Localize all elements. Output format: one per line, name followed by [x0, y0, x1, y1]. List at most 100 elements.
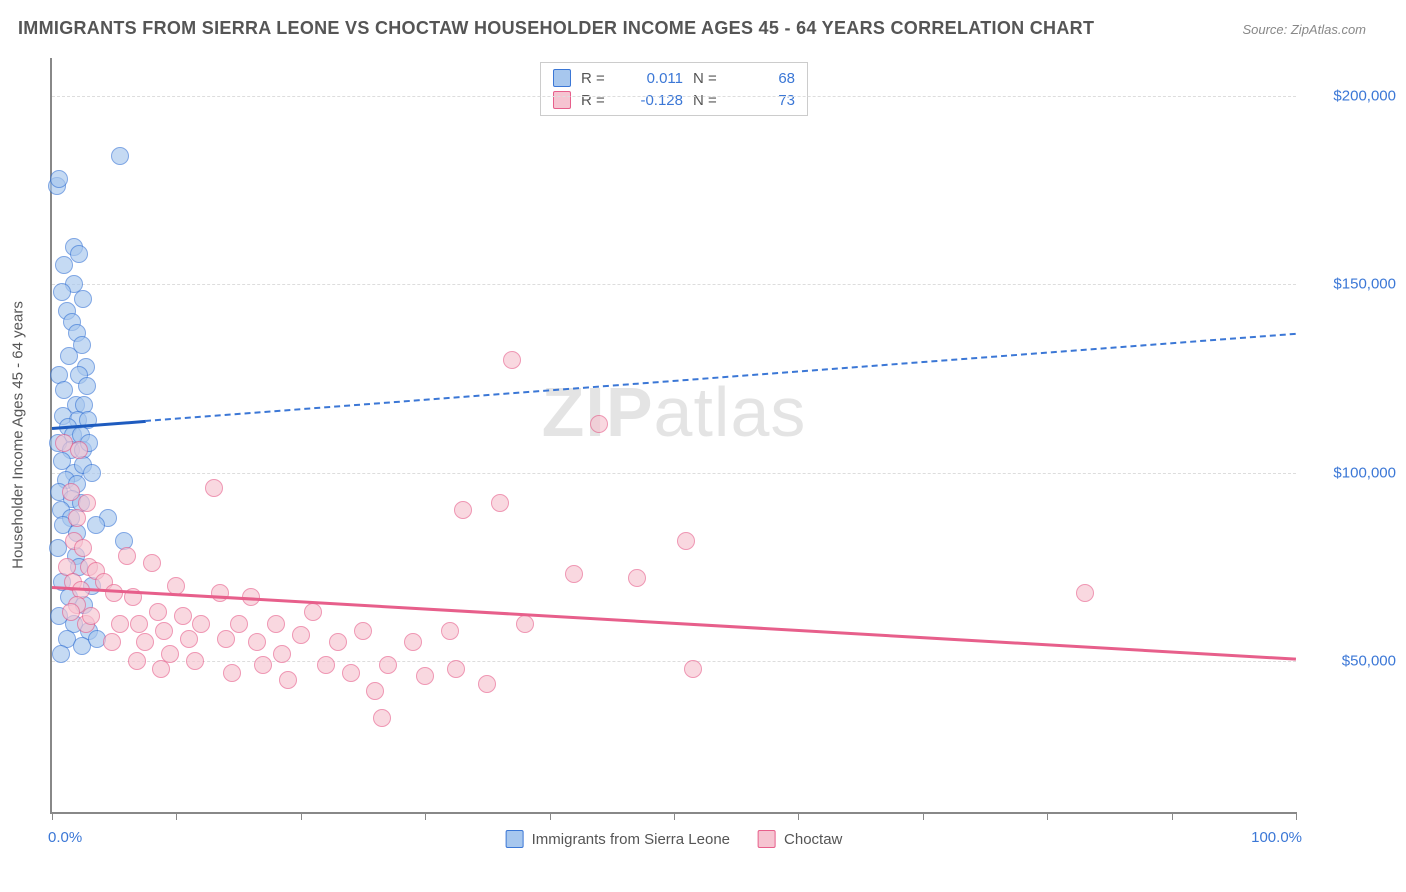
data-point: [478, 675, 496, 693]
data-point: [155, 622, 173, 640]
data-point: [180, 630, 198, 648]
data-point: [111, 615, 129, 633]
x-tick: [425, 812, 426, 820]
data-point: [677, 532, 695, 550]
data-point: [491, 494, 509, 512]
legend-item-s2: Choctaw: [758, 830, 842, 848]
data-point: [404, 633, 422, 651]
trend-line: [145, 333, 1296, 422]
data-point: [128, 652, 146, 670]
x-tick: [1296, 812, 1297, 820]
n-value-s1: 68: [735, 70, 795, 87]
gridline: [52, 661, 1296, 662]
y-tick-label: $200,000: [1306, 87, 1396, 104]
data-point: [329, 633, 347, 651]
data-point: [211, 584, 229, 602]
n-value-s2: 73: [735, 92, 795, 109]
data-point: [55, 256, 73, 274]
data-point: [87, 516, 105, 534]
legend-series: Immigrants from Sierra Leone Choctaw: [506, 830, 843, 848]
x-tick: [674, 812, 675, 820]
r-value-s2: -0.128: [623, 92, 683, 109]
gridline: [52, 284, 1296, 285]
data-point: [304, 603, 322, 621]
data-point: [52, 645, 70, 663]
data-point: [354, 622, 372, 640]
data-point: [53, 283, 71, 301]
x-tick: [176, 812, 177, 820]
data-point: [273, 645, 291, 663]
data-point: [628, 569, 646, 587]
data-point: [186, 652, 204, 670]
data-point: [416, 667, 434, 685]
y-tick-label: $50,000: [1306, 653, 1396, 670]
data-point: [447, 660, 465, 678]
data-point: [143, 554, 161, 572]
data-point: [82, 607, 100, 625]
data-point: [503, 351, 521, 369]
data-point: [68, 509, 86, 527]
legend-row-s2: R = -0.128 N = 73: [553, 89, 795, 111]
data-point: [516, 615, 534, 633]
data-point: [342, 664, 360, 682]
data-point: [441, 622, 459, 640]
legend-row-s1: R = 0.011 N = 68: [553, 67, 795, 89]
y-axis-label: Householder Income Ages 45 - 64 years: [10, 301, 27, 569]
x-tick: [923, 812, 924, 820]
data-point: [292, 626, 310, 644]
data-point: [454, 501, 472, 519]
data-point: [74, 539, 92, 557]
data-point: [248, 633, 266, 651]
x-tick: [301, 812, 302, 820]
data-point: [565, 565, 583, 583]
data-point: [379, 656, 397, 674]
data-point: [366, 682, 384, 700]
x-tick: [1172, 812, 1173, 820]
data-point: [230, 615, 248, 633]
plot-area: Householder Income Ages 45 - 64 years ZI…: [50, 58, 1296, 814]
n-label: N =: [693, 70, 725, 87]
data-point: [130, 615, 148, 633]
r-value-s1: 0.011: [623, 70, 683, 87]
data-point: [74, 290, 92, 308]
data-point: [50, 170, 68, 188]
swatch-s1-icon: [506, 830, 524, 848]
data-point: [205, 479, 223, 497]
data-point: [111, 147, 129, 165]
x-tick: [1047, 812, 1048, 820]
x-tick: [52, 812, 53, 820]
watermark-rest: atlas: [654, 373, 807, 451]
legend-label-s1: Immigrants from Sierra Leone: [532, 831, 730, 848]
data-point: [118, 547, 136, 565]
data-point: [373, 709, 391, 727]
swatch-s2-icon: [758, 830, 776, 848]
swatch-s2-icon: [553, 91, 571, 109]
gridline: [52, 96, 1296, 97]
data-point: [590, 415, 608, 433]
source-attribution: Source: ZipAtlas.com: [1242, 22, 1366, 37]
x-axis-max-label: 100.0%: [1251, 829, 1302, 846]
data-point: [70, 441, 88, 459]
x-tick: [798, 812, 799, 820]
r-label: R =: [581, 92, 613, 109]
data-point: [684, 660, 702, 678]
data-point: [149, 603, 167, 621]
data-point: [83, 464, 101, 482]
legend-label-s2: Choctaw: [784, 831, 842, 848]
data-point: [317, 656, 335, 674]
data-point: [78, 377, 96, 395]
chart-container: IMMIGRANTS FROM SIERRA LEONE VS CHOCTAW …: [0, 0, 1406, 892]
watermark: ZIPatlas: [542, 372, 807, 452]
data-point: [62, 483, 80, 501]
y-tick-label: $100,000: [1306, 464, 1396, 481]
data-point: [254, 656, 272, 674]
data-point: [136, 633, 154, 651]
data-point: [267, 615, 285, 633]
data-point: [105, 584, 123, 602]
data-point: [152, 660, 170, 678]
data-point: [192, 615, 210, 633]
data-point: [279, 671, 297, 689]
r-label: R =: [581, 70, 613, 87]
y-tick-label: $150,000: [1306, 276, 1396, 293]
data-point: [70, 245, 88, 263]
